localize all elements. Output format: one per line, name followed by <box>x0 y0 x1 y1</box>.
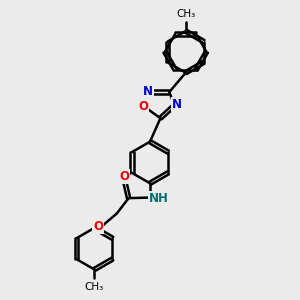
Text: CH₃: CH₃ <box>176 9 195 19</box>
Text: N: N <box>172 98 182 111</box>
Text: N: N <box>143 85 153 98</box>
Text: CH₃: CH₃ <box>85 282 104 292</box>
Text: NH: NH <box>149 192 169 205</box>
Text: O: O <box>93 220 103 233</box>
Text: O: O <box>119 170 129 183</box>
Text: O: O <box>138 100 148 113</box>
